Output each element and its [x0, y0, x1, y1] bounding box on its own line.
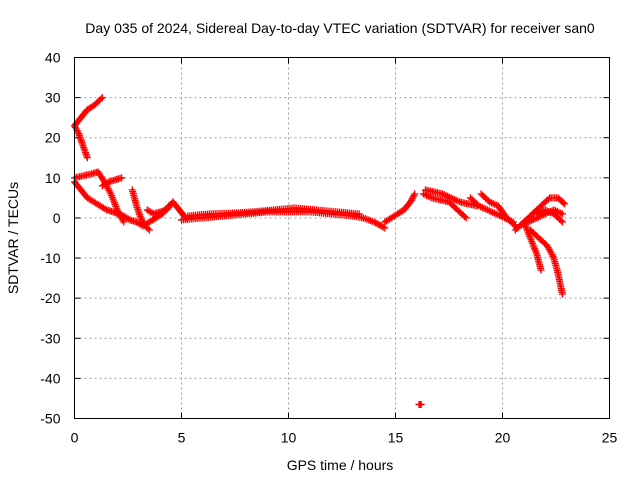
data-point [145, 226, 153, 234]
data-point [97, 95, 105, 103]
data-point [411, 190, 419, 198]
series-arc-5 [98, 174, 126, 190]
series-arc-7 [128, 186, 153, 234]
data-point [144, 225, 152, 233]
data-point [537, 266, 545, 274]
x-tick-labels: 0 5 10 15 20 25 [71, 430, 618, 446]
data-point [559, 199, 567, 207]
series-arc-8 [143, 198, 190, 222]
data-point [355, 210, 363, 218]
y-tick-label: -30 [40, 330, 60, 346]
data-point [417, 400, 425, 408]
x-tick-label: 10 [281, 430, 297, 446]
data-point [101, 205, 109, 213]
data-point [558, 290, 566, 298]
y-tick-label: -20 [40, 290, 60, 306]
plot-frame [74, 57, 610, 419]
series-arc-16 [477, 190, 519, 230]
data-point [461, 213, 469, 221]
y-tick-label: 30 [45, 90, 61, 106]
data-point [83, 154, 91, 162]
series-arc-20 [526, 226, 566, 298]
series-arc-1 [71, 94, 106, 130]
grid [74, 57, 610, 419]
data-point [98, 94, 106, 102]
y-tick-label: -10 [40, 250, 60, 266]
series-arc-2 [71, 122, 91, 162]
chart-title: Day 035 of 2024, Sidereal Day-to-day VTE… [85, 20, 595, 36]
data-point [561, 200, 569, 208]
y-tick-label: 40 [45, 50, 61, 66]
y-tick-labels: 40 30 20 10 0 -10 -20 -30 -40 -50 [40, 50, 60, 427]
x-axis-label: GPS time / hours [287, 457, 394, 473]
data-point [462, 214, 470, 222]
data-point [381, 224, 389, 232]
series-arc-12 [415, 400, 425, 408]
series-arc-14 [421, 186, 481, 210]
x-tick-label: 15 [388, 430, 404, 446]
data-points [71, 94, 569, 408]
data-point [120, 218, 128, 226]
data-point [558, 218, 566, 226]
series-arc-11 [381, 190, 419, 226]
data-point [103, 179, 111, 187]
data-point [118, 174, 126, 182]
y-tick-label: -50 [40, 411, 60, 427]
y-tick-label: 0 [53, 210, 61, 226]
data-point [557, 217, 565, 225]
data-point [544, 195, 552, 203]
series-arc-13 [419, 190, 470, 222]
data-point [558, 210, 566, 218]
data-point [510, 221, 518, 229]
series-arc-21 [533, 206, 566, 226]
y-tick-label: -40 [40, 370, 60, 386]
series-arc-4 [71, 168, 128, 226]
x-tick-label: 25 [602, 430, 618, 446]
y-tick-label: 10 [45, 170, 61, 186]
series-arc-3 [71, 178, 123, 218]
data-point [125, 215, 133, 223]
series-arc-10 [184, 204, 363, 220]
x-tick-label: 20 [495, 430, 511, 446]
x-tick-label: 0 [71, 430, 79, 446]
x-tick-label: 5 [178, 430, 186, 446]
data-point [410, 191, 418, 199]
series-arc-19 [520, 218, 545, 274]
data-point [74, 128, 82, 136]
y-axis-label: SDTVAR / TECUs [5, 182, 21, 294]
data-point [379, 223, 387, 231]
y-tick-label: 20 [45, 130, 61, 146]
